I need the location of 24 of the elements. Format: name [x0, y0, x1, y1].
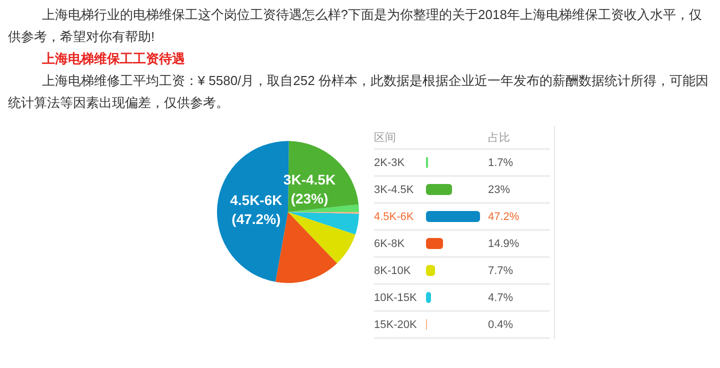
data-label: 0.4% — [488, 318, 514, 330]
slice-label: 4.5K-6K — [230, 192, 282, 208]
legend-label: 4.5K-6K — [374, 210, 415, 222]
legend-label: 2K-3K — [374, 156, 406, 168]
legend-label: 6K-8K — [374, 238, 406, 250]
legend-label: 10K-15K — [374, 292, 418, 304]
legend-title: 区间 — [374, 130, 397, 144]
data-label: 47.2% — [488, 210, 520, 222]
pie-slice — [288, 212, 359, 234]
chart-title: 上海电梯维保工工资待遇 — [40, 50, 186, 68]
data-label: 14.9% — [488, 238, 520, 250]
data-label: 4.7% — [488, 292, 514, 304]
pie-slice — [288, 212, 356, 264]
data-label: 1.7% — [488, 156, 514, 168]
data-label: 23% — [488, 184, 510, 196]
text: (47.2%) — [232, 210, 281, 227]
text: (23%) — [290, 190, 328, 206]
legend-label: 8K-10K — [374, 264, 412, 276]
data-label: 7.7% — [488, 264, 514, 276]
text: 上海电梯维修工平均工资：¥ 5580/月，取自252 份样本，此数据是根据企业近一年发布的薪酬数据统计所得，可能因统计算法等因素出现偏差，仅供参考。 — [8, 72, 710, 112]
legend-label: 3K-4.5K — [374, 184, 415, 196]
text: 上海电梯行业的电梯维保工这个岗位工资待遇怎么样?下面是为你整理的关于2018年上海电梯维保工资收入水平，仅供参考，希望对你有帮助! — [8, 6, 703, 46]
legend-label: 15K-20K — [374, 318, 418, 330]
text: 占比 — [488, 130, 510, 144]
